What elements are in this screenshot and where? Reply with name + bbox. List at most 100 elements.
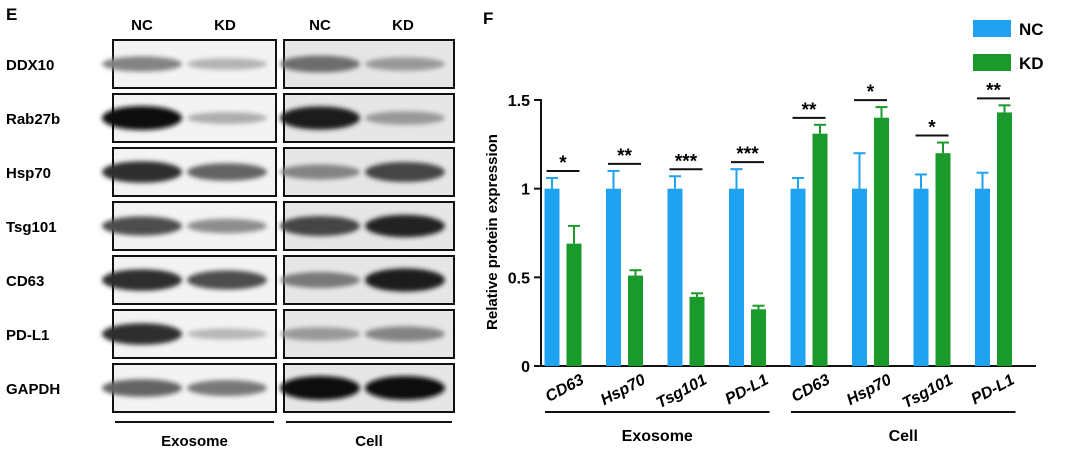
chart-legend: NC KD xyxy=(973,20,1044,73)
bar-kd-cd63 xyxy=(566,243,582,366)
blot-rows: DDX10 Rab27b Hsp70 Tsg101 CD63 PD-L1 GAPDH xyxy=(6,39,455,413)
bar-nc-pd-l1 xyxy=(975,188,990,366)
blot-band xyxy=(365,162,445,182)
blot-band xyxy=(187,270,267,290)
significance-marker: ** xyxy=(802,100,817,121)
blot-band xyxy=(187,163,267,181)
x-tick-label-cd63: CD63 xyxy=(789,371,833,405)
chart-x-ticks: CD63 Hsp70 Tsg101 PD-L1 CD63 Hsp70 Tsg101 PD-L1 xyxy=(543,371,1018,412)
significance-marker: ** xyxy=(617,146,632,167)
legend-label-nc: NC xyxy=(1019,20,1044,39)
bar-nc-pd-l1 xyxy=(729,188,744,366)
panel-e-western-blot: E NC KD NC KD DDX10 Rab27b Hsp70 Tsg101 CD63 PD-… xyxy=(6,5,455,450)
blot-column-label-kd: KD xyxy=(392,17,414,34)
blot-row-hsp70: Hsp70 xyxy=(6,147,455,197)
bar-nc-tsg101 xyxy=(913,188,929,366)
bar-kd-pd-l1 xyxy=(751,309,766,366)
blot-column-label-nc: NC xyxy=(131,17,153,34)
blot-row-cd63: CD63 xyxy=(6,255,455,305)
bar-nc-tsg101 xyxy=(667,188,683,366)
blot-band xyxy=(102,106,182,130)
blot-band xyxy=(280,376,360,400)
blot-row-rab27b: Rab27b xyxy=(6,93,455,143)
blot-band xyxy=(187,218,267,234)
blot-band xyxy=(365,376,445,400)
blot-row-label: DDX10 xyxy=(6,57,54,74)
significance-marker: *** xyxy=(675,151,698,172)
blot-band xyxy=(365,57,445,71)
blot-band xyxy=(187,380,267,396)
blot-band xyxy=(102,269,182,291)
bar-kd-hsp70 xyxy=(874,117,889,366)
group-label-exosome: Exosome xyxy=(622,428,693,445)
x-tick-label-tsg101: Tsg101 xyxy=(654,371,710,412)
significance-marker: ** xyxy=(986,80,1001,101)
chart-significance: * ** *** ********* xyxy=(546,80,1010,174)
blot-row-tsg101: Tsg101 xyxy=(6,201,455,251)
blot-band xyxy=(365,326,445,342)
blot-column-label-kd: KD xyxy=(214,17,236,34)
blot-row-ddx10: DDX10 xyxy=(6,39,455,89)
bar-nc-hsp70 xyxy=(852,188,867,366)
blot-band xyxy=(102,56,182,72)
blot-row-label: PD-L1 xyxy=(6,327,49,344)
y-tick-label: 1.5 xyxy=(508,93,530,110)
blot-band xyxy=(187,58,267,70)
significance-marker: * xyxy=(559,153,567,174)
x-tick-label-hsp70: Hsp70 xyxy=(598,371,648,409)
bar-kd-tsg101 xyxy=(935,153,951,366)
blot-band xyxy=(280,164,360,180)
blot-band xyxy=(102,161,182,183)
blot-group-label-cell: Cell xyxy=(355,433,383,450)
blot-band xyxy=(280,55,360,73)
legend-swatch-nc xyxy=(973,20,1011,37)
blot-band xyxy=(102,323,182,345)
blot-band xyxy=(187,112,267,124)
chart-group-labels: Exosome Cell xyxy=(545,411,1016,445)
blot-row-label: GAPDH xyxy=(6,381,60,398)
blot-row-label: Hsp70 xyxy=(6,165,51,182)
x-tick-label-pd-l1: PD-L1 xyxy=(723,371,772,408)
legend-label-kd: KD xyxy=(1019,54,1044,73)
y-tick-label: 0 xyxy=(521,359,530,376)
panel-f-label: F xyxy=(483,9,493,28)
blot-row-gapdh: GAPDH xyxy=(6,363,455,413)
blot-band xyxy=(102,379,182,397)
bar-kd-pd-l1 xyxy=(997,112,1012,366)
chart-bars xyxy=(544,104,1012,366)
significance-marker: *** xyxy=(736,144,759,165)
blot-row-label: Rab27b xyxy=(6,111,60,128)
blot-row-pd-l1: PD-L1 xyxy=(6,309,455,359)
blot-column-label-nc: NC xyxy=(309,17,331,34)
panel-f-bar-chart: F Relative protein expression 0 0.5 1 1.5 *… xyxy=(483,9,1044,445)
legend-swatch-kd xyxy=(973,54,1011,71)
group-label-cell: Cell xyxy=(889,428,918,445)
significance-marker: * xyxy=(867,82,875,103)
blot-column-labels: NC KD NC KD xyxy=(131,17,414,34)
x-tick-label-pd-l1: PD-L1 xyxy=(969,371,1018,408)
y-tick-label: 0.5 xyxy=(508,270,530,287)
x-tick-label-hsp70: Hsp70 xyxy=(844,371,894,409)
y-tick-label: 1 xyxy=(521,182,530,199)
blot-band xyxy=(365,214,445,238)
chart-axes: 0 0.5 1 1.5 xyxy=(508,93,1036,376)
blot-band xyxy=(280,216,360,236)
blot-band xyxy=(102,216,182,236)
blot-row-label: Tsg101 xyxy=(6,219,57,236)
blot-band xyxy=(280,327,360,341)
blot-group-labels: Exosome Cell xyxy=(115,421,452,450)
blot-band xyxy=(280,272,360,288)
significance-marker: * xyxy=(928,118,936,139)
bar-nc-hsp70 xyxy=(606,188,621,366)
bar-kd-cd63 xyxy=(812,133,828,366)
blot-band xyxy=(365,111,445,125)
bar-nc-cd63 xyxy=(544,188,560,366)
x-tick-label-cd63: CD63 xyxy=(543,371,587,405)
blot-band xyxy=(187,328,267,340)
bar-nc-cd63 xyxy=(790,188,806,366)
x-tick-label-tsg101: Tsg101 xyxy=(900,371,956,412)
blot-row-label: CD63 xyxy=(6,273,44,290)
bar-kd-tsg101 xyxy=(689,296,705,366)
y-axis-label: Relative protein expression xyxy=(484,134,501,330)
